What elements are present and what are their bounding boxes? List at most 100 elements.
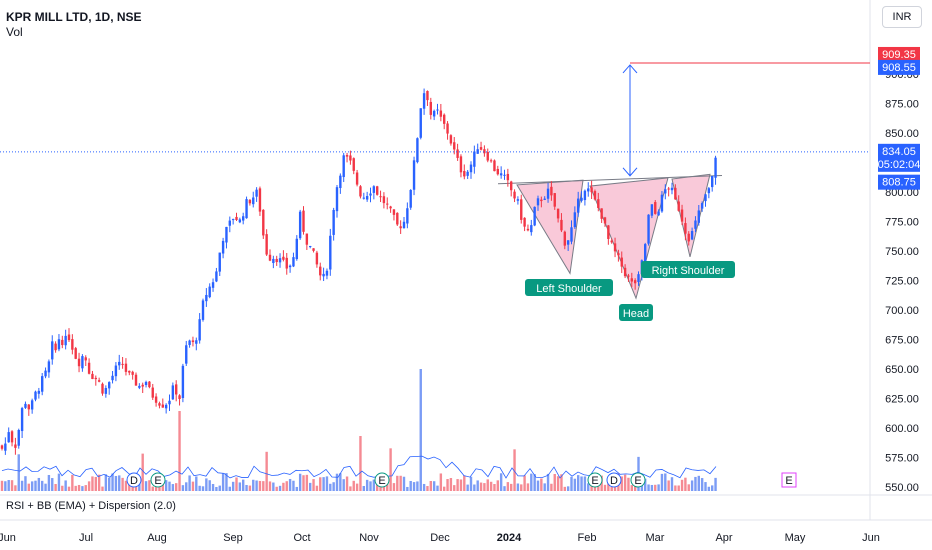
left-shoulder-label: Left Shoulder	[536, 283, 602, 295]
volume-bar	[607, 483, 610, 491]
candle-body	[171, 385, 175, 400]
candle-body	[97, 380, 101, 382]
candle-body	[660, 194, 664, 212]
x-tick-label: Oct	[293, 532, 310, 544]
volume-bar	[175, 483, 178, 491]
y-tick-label: 575.00	[885, 453, 919, 465]
x-tick-label: Aug	[147, 532, 167, 544]
volume-bar	[208, 480, 211, 491]
candle-body	[144, 381, 148, 386]
volume-bar	[252, 479, 255, 491]
right-shoulder-label: Right Shoulder	[652, 265, 725, 277]
candle-body	[516, 199, 520, 201]
candle-body	[0, 445, 4, 449]
head-label-bg	[619, 304, 653, 321]
volume-bar	[164, 480, 168, 491]
volume-bar	[121, 477, 124, 491]
volume-bar	[432, 481, 436, 491]
volume-bar	[697, 475, 700, 491]
x-tick-label: Mar	[646, 532, 665, 544]
volume-bar	[369, 481, 372, 491]
volume-legend: Vol	[6, 25, 23, 39]
event-marker-label: D	[130, 475, 138, 487]
volume-bar	[406, 486, 409, 491]
volume-bar	[205, 478, 208, 491]
volume-bar	[221, 473, 225, 491]
volume-bar	[312, 479, 315, 491]
candle-body	[138, 385, 141, 388]
candle-body	[550, 186, 553, 196]
y-tick-label: 650.00	[885, 364, 919, 376]
volume-bar	[198, 485, 201, 491]
candle-body	[329, 235, 332, 270]
candlesticks	[0, 88, 717, 455]
volume-bar	[389, 448, 392, 491]
candle-body	[704, 194, 707, 202]
candle-body	[4, 443, 7, 451]
candle-body	[711, 175, 714, 188]
candle-body	[647, 214, 650, 244]
x-tick-label: Jun	[862, 532, 880, 544]
volume-bar	[298, 473, 302, 491]
volume-bar	[483, 483, 486, 491]
volume-bar	[7, 480, 10, 491]
candle-body	[151, 387, 154, 398]
candle-body	[309, 246, 312, 248]
y-tick-label: 725.00	[885, 276, 919, 288]
x-tick-label: Feb	[578, 532, 597, 544]
x-tick-label: 2024	[497, 532, 522, 544]
candle-body	[707, 188, 711, 194]
candle-body	[84, 357, 87, 361]
candle-body	[208, 286, 211, 298]
y-tick-label: 750.00	[885, 246, 919, 258]
volume-bar	[459, 479, 463, 491]
candle-body	[379, 196, 382, 198]
volume-bar	[34, 480, 37, 491]
candle-body	[590, 187, 593, 193]
candle-body	[345, 155, 349, 157]
volume-bar	[325, 476, 329, 491]
volume-bar	[335, 473, 339, 491]
candle-body	[386, 203, 389, 205]
volume-bar	[302, 475, 305, 491]
volume-bar	[650, 484, 654, 491]
volume-bar	[667, 480, 670, 491]
volume-bar	[690, 480, 694, 491]
candle-body	[677, 201, 680, 211]
candle-body	[154, 396, 158, 403]
candle-body	[566, 240, 570, 245]
candle-body	[376, 186, 379, 195]
candle-body	[449, 135, 453, 144]
volume-bar	[503, 486, 506, 491]
candle-body	[496, 168, 499, 175]
currency-button[interactable]: INR	[882, 6, 922, 28]
volume-bar	[704, 482, 707, 491]
volume-bar	[218, 485, 221, 491]
time-axis: Jun Jul Aug Sep Oct Nov Dec 2024 Feb Mar Apr May Jun	[0, 532, 880, 544]
candle-body	[285, 257, 288, 269]
candle-body	[128, 370, 131, 373]
candle-body	[627, 275, 630, 277]
candle-body	[680, 209, 684, 222]
candle-body	[412, 160, 416, 190]
candle-body	[44, 370, 47, 377]
chart-grid	[0, 0, 932, 521]
candle-body	[265, 234, 268, 255]
candle-body	[443, 114, 446, 124]
volume-bar	[97, 474, 101, 491]
candle-body	[61, 339, 64, 346]
candle-body	[34, 391, 37, 400]
volume-bar	[118, 475, 121, 491]
candle-body	[91, 373, 94, 380]
candle-body	[77, 358, 81, 367]
candle-body	[674, 187, 677, 200]
candle-body	[546, 188, 550, 199]
volume-bar	[372, 479, 376, 491]
candle-body	[499, 173, 503, 176]
volume-bar	[332, 482, 335, 491]
head-label: Head	[623, 308, 649, 320]
candle-body	[121, 363, 124, 365]
volume-bar	[700, 478, 704, 491]
candle-body	[7, 432, 10, 443]
